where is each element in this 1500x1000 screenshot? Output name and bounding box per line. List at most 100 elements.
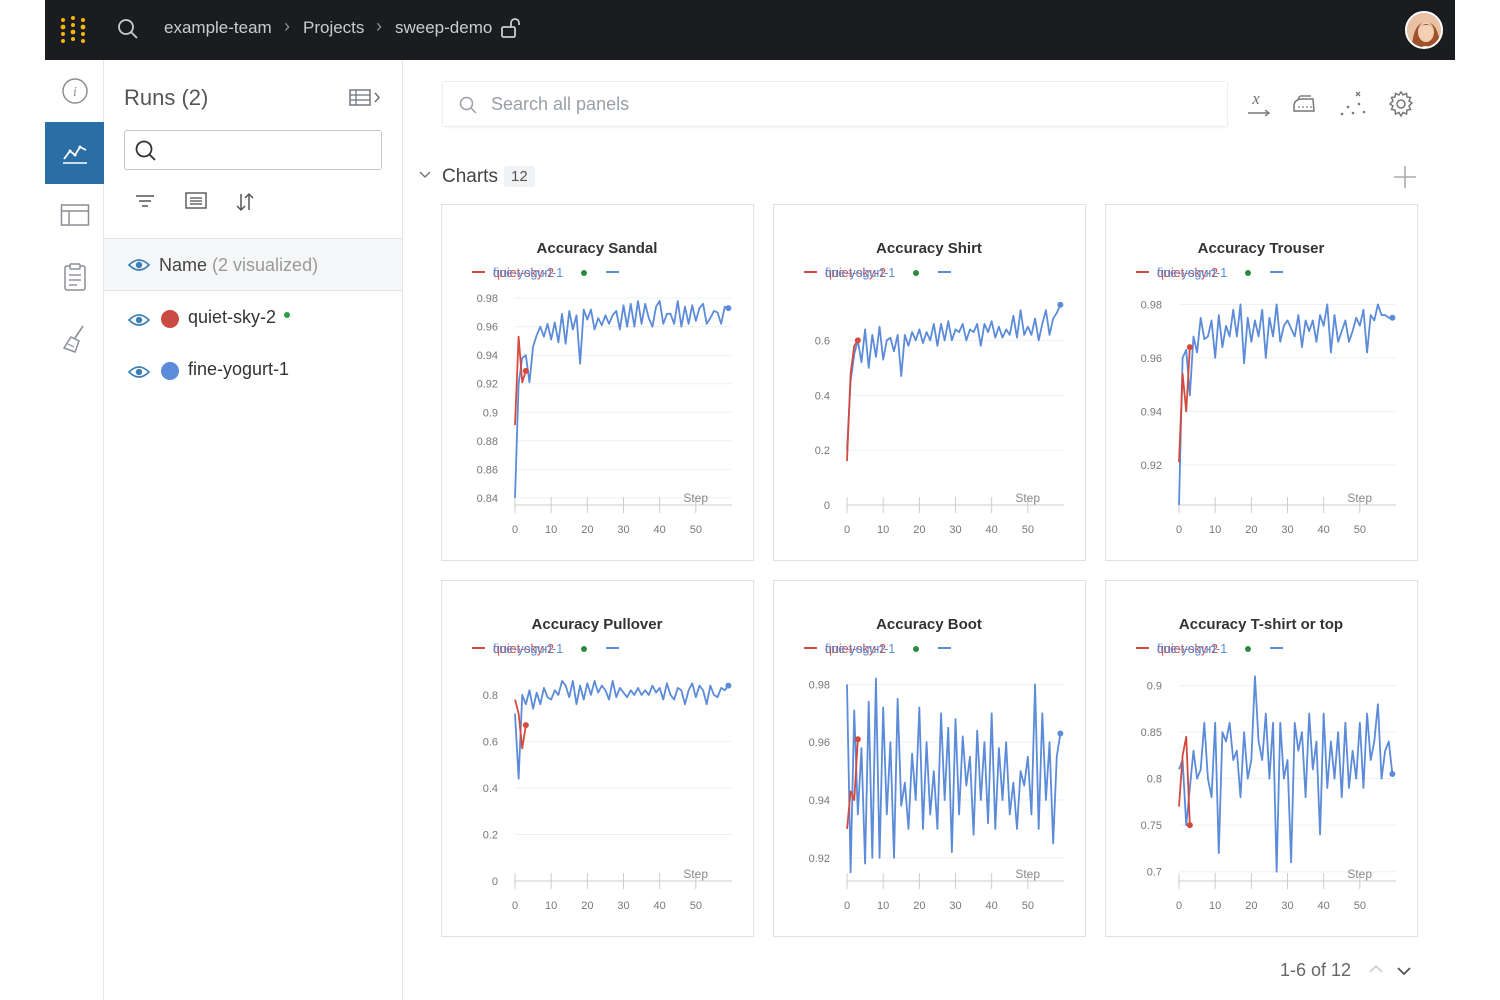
nav-table[interactable] bbox=[45, 184, 104, 246]
legend-label: fine-yogurt-1 bbox=[1157, 266, 1227, 280]
svg-text:i: i bbox=[73, 85, 77, 100]
series-endpoint bbox=[725, 682, 732, 689]
x-tick-label: 0 bbox=[1176, 524, 1182, 536]
y-tick-label: 0.85 bbox=[1141, 727, 1162, 739]
runs-panel: Runs (2) bbox=[104, 60, 403, 1000]
runs-search-input[interactable] bbox=[124, 130, 382, 170]
run-color-swatch[interactable] bbox=[161, 362, 179, 380]
y-tick-label: 0.2 bbox=[815, 445, 830, 457]
add-panel-icon[interactable] bbox=[1392, 164, 1418, 190]
series-line-fine-yogurt-1 bbox=[1178, 303, 1393, 506]
nav-sweeps[interactable] bbox=[45, 308, 104, 370]
legend-label: quiet-sky-2 bbox=[493, 642, 554, 656]
legend-live-dot bbox=[581, 270, 587, 276]
y-tick-label: 0.92 bbox=[809, 853, 830, 865]
nav-overview[interactable]: i bbox=[45, 60, 104, 122]
smoothing-iron-icon[interactable] bbox=[1291, 89, 1317, 119]
x-tick-label: 10 bbox=[877, 524, 889, 536]
x-axis-label: Step bbox=[683, 867, 708, 881]
chevron-up-icon[interactable] bbox=[1368, 962, 1384, 976]
x-tick-label: 40 bbox=[654, 524, 666, 536]
y-tick-label: 0.92 bbox=[477, 379, 498, 391]
series-endpoint bbox=[522, 722, 529, 729]
x-tick-label: 10 bbox=[1209, 524, 1221, 536]
chart-accuracy-trouser: Accuracy Trouser quiet-sky-2fine-yogurt-1… bbox=[1136, 240, 1396, 536]
sort-icon[interactable] bbox=[234, 190, 256, 214]
x-tick-label: 40 bbox=[1318, 900, 1330, 912]
chart-panel[interactable]: Accuracy T-shirt or top quiet-sky-2 fine-y… bbox=[1105, 580, 1418, 937]
run-color-swatch[interactable] bbox=[161, 310, 179, 328]
x-axis-settings-icon[interactable]: x bbox=[1246, 89, 1272, 119]
series-line-quiet-sky-2 bbox=[1178, 347, 1191, 463]
settings-gear-icon[interactable] bbox=[1387, 89, 1415, 119]
legend-live-dot bbox=[581, 646, 587, 652]
outliers-icon[interactable] bbox=[1339, 89, 1367, 119]
chart-title: Accuracy Boot bbox=[876, 616, 982, 633]
run-row[interactable]: fine-yogurt-1 bbox=[104, 345, 402, 397]
section-title: Charts bbox=[442, 166, 498, 187]
chart-panel[interactable]: Accuracy Boot quiet-sky-2 fine-yogurt-1 0.9… bbox=[773, 580, 1086, 937]
unlock-icon[interactable] bbox=[500, 17, 520, 39]
search-icon[interactable] bbox=[117, 18, 139, 40]
run-name[interactable]: fine-yogurt-1 bbox=[188, 359, 290, 379]
chevron-right-icon: › bbox=[376, 16, 382, 36]
series-endpoint bbox=[1057, 730, 1064, 737]
x-tick-label: 0 bbox=[844, 900, 850, 912]
x-tick-label: 50 bbox=[690, 524, 702, 536]
legend-label: fine-yogurt-1 bbox=[493, 266, 563, 280]
eye-icon[interactable] bbox=[128, 365, 150, 379]
series-line-quiet-sky-2 bbox=[846, 739, 859, 830]
x-tick-label: 20 bbox=[581, 524, 593, 536]
y-tick-label: 0.8 bbox=[1147, 774, 1162, 786]
x-axis-label: Step bbox=[1015, 867, 1040, 881]
series-endpoint bbox=[854, 337, 861, 344]
runs-title: Runs (2) bbox=[124, 85, 209, 110]
chart-panel[interactable]: Accuracy Trouser quiet-sky-2 fine-yogurt-1… bbox=[1105, 204, 1418, 561]
nav-reports[interactable] bbox=[45, 246, 104, 308]
chart-title: Accuracy Trouser bbox=[1198, 240, 1325, 257]
app-window: example-team › Projects › sweep-demo i bbox=[45, 0, 1455, 1000]
chart-panel[interactable]: Accuracy Pullover quiet-sky-2 fine-yogurt-… bbox=[441, 580, 754, 937]
user-avatar[interactable] bbox=[1405, 11, 1443, 49]
y-tick-label: 0.98 bbox=[1141, 299, 1162, 311]
search-icon bbox=[459, 96, 477, 114]
chevron-down-icon[interactable] bbox=[1396, 964, 1412, 978]
breadcrumb-projects[interactable]: Projects bbox=[303, 18, 365, 37]
x-axis-label: Step bbox=[1015, 491, 1040, 505]
chevron-down-icon[interactable] bbox=[418, 168, 432, 182]
legend-label: quiet-sky-2 bbox=[825, 266, 886, 280]
series-endpoint bbox=[1186, 344, 1193, 351]
run-name[interactable]: quiet-sky-2 bbox=[188, 307, 291, 328]
run-row[interactable]: quiet-sky-2 bbox=[104, 293, 402, 345]
chart-title: Accuracy Sandal bbox=[537, 240, 658, 257]
group-icon[interactable] bbox=[184, 190, 208, 212]
series-line-quiet-sky-2 bbox=[846, 339, 859, 462]
filter-icon[interactable] bbox=[134, 190, 156, 212]
chart-panel[interactable]: Accuracy Sandal quiet-sky-2 fine-yogurt-1 0… bbox=[441, 204, 754, 561]
eye-icon[interactable] bbox=[128, 313, 150, 327]
y-tick-label: 0.96 bbox=[809, 737, 830, 749]
y-tick-label: 0.6 bbox=[815, 335, 830, 347]
logo-icon[interactable] bbox=[57, 14, 89, 46]
legend-label: fine-yogurt-1 bbox=[825, 642, 895, 656]
series-endpoint bbox=[1389, 314, 1396, 321]
name-column-label[interactable]: Name (2 visualized) bbox=[159, 255, 319, 275]
live-status-dot bbox=[284, 312, 291, 319]
x-tick-label: 20 bbox=[581, 900, 593, 912]
x-tick-label: 0 bbox=[512, 900, 518, 912]
nav-charts[interactable] bbox=[45, 122, 104, 184]
series-line-fine-yogurt-1 bbox=[846, 677, 1062, 874]
x-tick-label: 20 bbox=[913, 900, 925, 912]
breadcrumb-project[interactable]: sweep-demo bbox=[395, 18, 493, 37]
panel-search-input[interactable]: Search all panels bbox=[442, 81, 1228, 127]
chart-panel[interactable]: Accuracy Shirt quiet-sky-2 fine-yogurt-1 0 0… bbox=[773, 204, 1086, 561]
x-axis-label: Step bbox=[683, 491, 708, 505]
chart-accuracy-tshirt: Accuracy T-shirt or top quiet-sky-2fine-y… bbox=[1136, 616, 1396, 912]
y-tick-label: 0.8 bbox=[483, 690, 498, 702]
clipboard-icon bbox=[63, 263, 86, 291]
eye-icon[interactable] bbox=[128, 258, 150, 272]
x-tick-label: 0 bbox=[1176, 900, 1182, 912]
breadcrumb-team[interactable]: example-team bbox=[164, 18, 272, 37]
expand-table-icon[interactable] bbox=[349, 88, 383, 108]
